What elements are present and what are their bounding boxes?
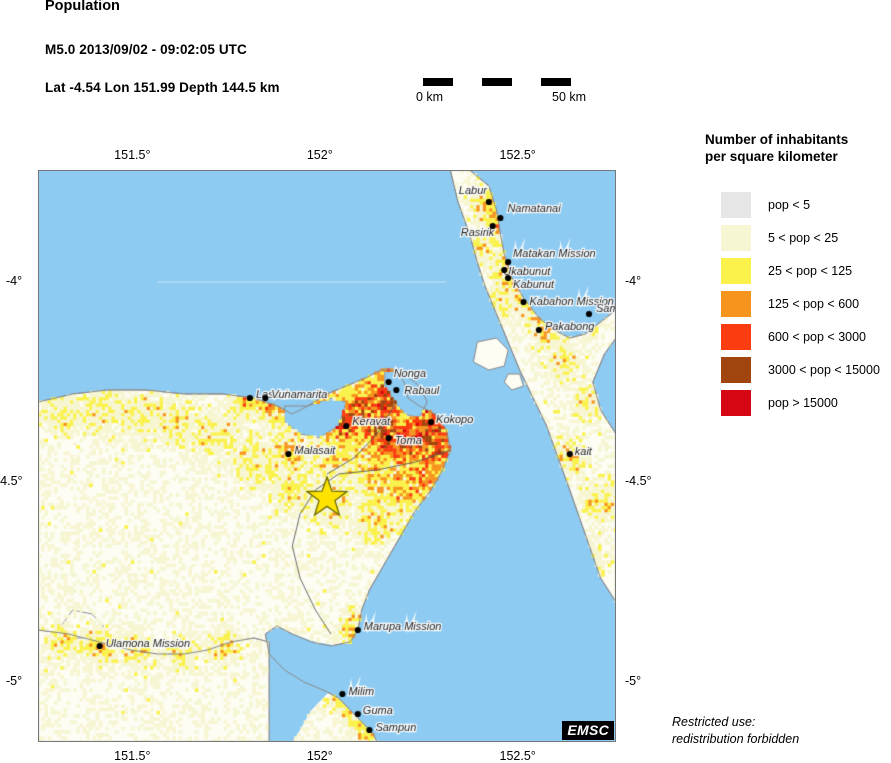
legend-label: pop > 15000	[768, 395, 838, 410]
legend-label: 3000 < pop < 15000	[768, 362, 880, 377]
event-magnitude-time: M5.0 2013/09/02 - 09:02:05 UTC	[45, 42, 247, 57]
population-map[interactable]: EMSC	[38, 170, 616, 742]
legend-swatch	[721, 389, 751, 416]
x-axis-tick-label-bottom: 152°	[306, 749, 333, 763]
legend-title-line1: Number of inhabitants	[705, 132, 849, 147]
scale-bar-max-label: 50 km	[552, 90, 587, 104]
legend-row: 125 < pop < 600	[705, 287, 891, 320]
x-axis-tick-label-bottom: 151.5°	[114, 749, 151, 763]
legend-row: 600 < pop < 3000	[705, 320, 891, 353]
legend-label: 25 < pop < 125	[768, 263, 853, 278]
x-axis-tick-label-bottom: 152.5°	[499, 749, 536, 763]
legend-label: 125 < pop < 600	[768, 296, 860, 311]
scale-bar	[423, 78, 571, 86]
scale-bar-min-label: 0 km	[416, 90, 444, 104]
y-axis-tick-label-left: -4.5°	[0, 474, 23, 488]
scale-bar-segment	[511, 78, 542, 86]
legend-row: pop > 15000	[705, 386, 891, 419]
legend-swatch	[721, 290, 751, 317]
map-canvas[interactable]	[38, 170, 616, 742]
x-axis-tick-label-top: 151.5°	[114, 148, 151, 162]
x-axis-tick-label-top: 152.5°	[499, 148, 536, 162]
legend-swatch	[721, 224, 751, 251]
y-axis-tick-label-left: -5°	[6, 674, 23, 688]
legend-row: 25 < pop < 125	[705, 254, 891, 287]
restricted-line1: Restricted use:	[672, 715, 756, 729]
legend-label: pop < 5	[768, 197, 811, 212]
legend-title: Number of inhabitants per square kilomet…	[705, 131, 891, 165]
legend-row: pop < 5	[705, 188, 891, 221]
legend-swatch	[721, 257, 751, 284]
y-axis-tick-label-right: -4°	[625, 274, 642, 288]
restricted-use-notice: Restricted use: redistribution forbidden	[672, 714, 799, 747]
legend-label: 600 < pop < 3000	[768, 329, 867, 344]
y-axis-tick-label-left: -4°	[6, 274, 23, 288]
event-coordinates-depth: Lat -4.54 Lon 151.99 Depth 144.5 km	[45, 80, 280, 95]
legend-swatch	[721, 323, 751, 350]
legend-row: 3000 < pop < 15000	[705, 353, 891, 386]
legend-swatch	[721, 191, 751, 218]
legend-title-line2: per square kilometer	[705, 149, 838, 164]
legend-label: 5 < pop < 25	[768, 230, 839, 245]
legend: Number of inhabitants per square kilomet…	[705, 131, 891, 419]
restricted-line2: redistribution forbidden	[672, 731, 800, 746]
scale-bar-segment	[452, 78, 483, 86]
y-axis-tick-label-right: -5°	[625, 674, 642, 688]
scale-bar-segment	[423, 78, 453, 86]
y-axis-tick-label-right: -4.5°	[625, 474, 652, 488]
scale-bar-segment	[482, 78, 512, 86]
legend-row: 5 < pop < 25	[705, 221, 891, 254]
emsc-watermark: EMSC	[562, 721, 614, 740]
legend-items: pop < 5 5 < pop < 25 25 < pop < 125 125 < p…	[705, 188, 891, 419]
x-axis-tick-label-top: 152°	[306, 148, 333, 162]
page-title: Population	[45, 0, 120, 14]
scale-bar-segment	[541, 78, 571, 86]
legend-swatch	[721, 356, 751, 383]
